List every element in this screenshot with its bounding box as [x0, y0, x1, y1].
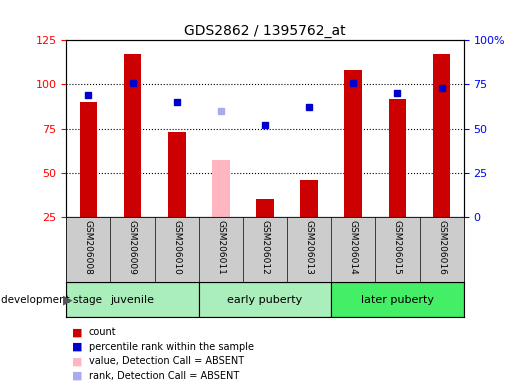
- Bar: [80, 102, 97, 217]
- Text: rank, Detection Call = ABSENT: rank, Detection Call = ABSENT: [89, 371, 238, 381]
- Text: GSM206008: GSM206008: [84, 220, 93, 275]
- Text: ■: ■: [72, 356, 82, 366]
- Bar: [388, 99, 407, 217]
- Text: ■: ■: [72, 342, 82, 352]
- Text: GSM206010: GSM206010: [172, 220, 181, 275]
- Text: early puberty: early puberty: [227, 295, 303, 305]
- Text: juvenile: juvenile: [110, 295, 155, 305]
- Text: ■: ■: [72, 371, 82, 381]
- Bar: [344, 70, 362, 217]
- Bar: [123, 55, 142, 217]
- Text: development stage: development stage: [1, 295, 102, 305]
- Bar: [256, 199, 274, 217]
- Bar: [433, 55, 450, 217]
- Text: GSM206016: GSM206016: [437, 220, 446, 275]
- Bar: [199, 282, 331, 317]
- Bar: [66, 282, 199, 317]
- Text: GSM206015: GSM206015: [393, 220, 402, 275]
- Text: ■: ■: [72, 327, 82, 337]
- Title: GDS2862 / 1395762_at: GDS2862 / 1395762_at: [184, 24, 346, 38]
- Text: GSM206012: GSM206012: [261, 220, 269, 275]
- Text: GSM206013: GSM206013: [305, 220, 314, 275]
- Bar: [168, 132, 185, 217]
- Text: GSM206011: GSM206011: [216, 220, 225, 275]
- Text: count: count: [89, 327, 116, 337]
- Text: percentile rank within the sample: percentile rank within the sample: [89, 342, 253, 352]
- Text: ▶: ▶: [63, 293, 72, 306]
- Bar: [212, 161, 229, 217]
- Bar: [331, 282, 464, 317]
- Text: value, Detection Call = ABSENT: value, Detection Call = ABSENT: [89, 356, 244, 366]
- Text: GSM206009: GSM206009: [128, 220, 137, 275]
- Bar: [301, 180, 318, 217]
- Text: GSM206014: GSM206014: [349, 220, 358, 275]
- Text: later puberty: later puberty: [361, 295, 434, 305]
